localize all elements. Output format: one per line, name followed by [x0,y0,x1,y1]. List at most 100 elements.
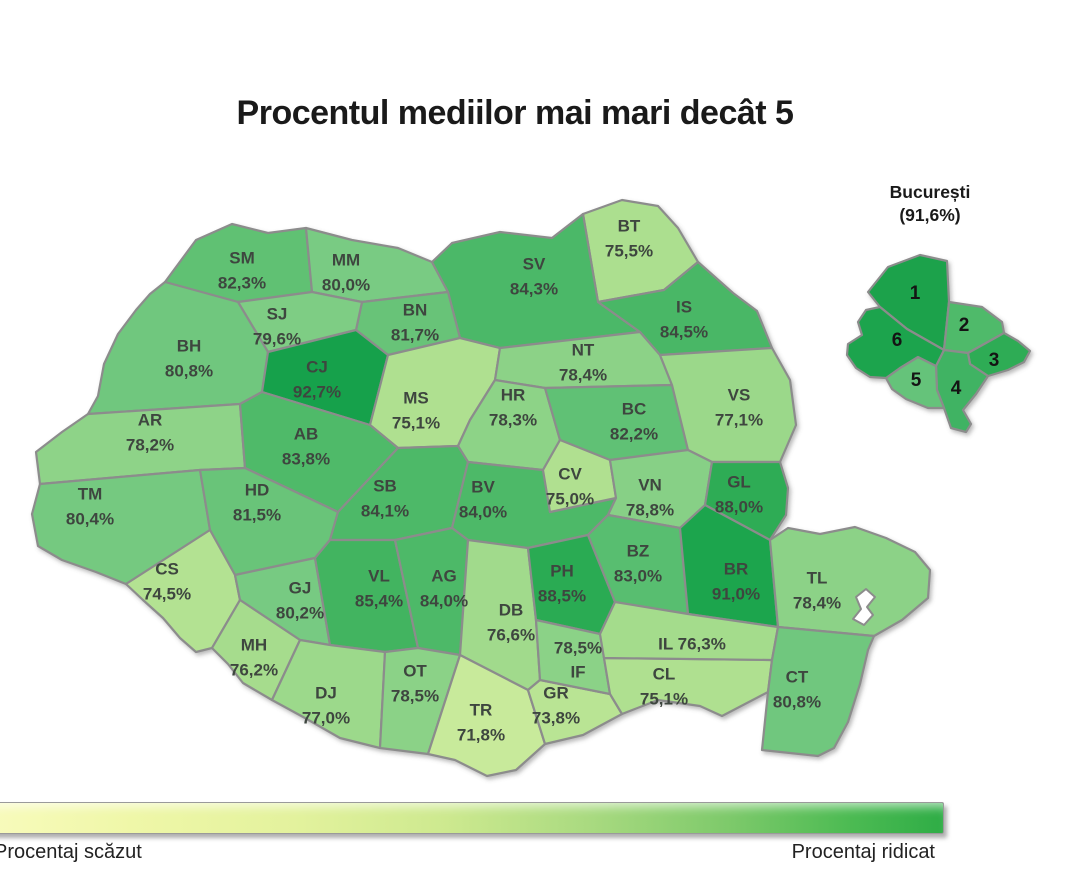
bucharest-sector-label-6: 6 [892,330,903,351]
county-label-GJ: GJ [289,578,312,597]
county-label-NT: NT [572,340,595,359]
legend-high-label: Procentaj ridicat [791,841,935,863]
legend-gradient-bar [0,802,944,834]
county-label-CS: CS [155,559,179,578]
county-CV [541,438,618,514]
bucharest-title: București (91,6%) [845,181,1015,227]
county-value-IS: 84,5% [660,322,708,341]
county-label-DB: DB [499,600,524,619]
danube-lake [852,588,876,626]
county-value-BR: 91,0% [712,584,760,603]
county-value-BN: 81,7% [391,325,439,344]
county-label-HD: HD [245,480,270,499]
county-value-CV: 75,0% [546,489,594,508]
county-TL [768,525,932,638]
county-value-BC: 82,2% [610,424,658,443]
county-value-TR: 71,8% [457,725,505,744]
bucharest-value: (91,6%) [899,205,961,225]
county-value-GL: 88,0% [715,497,763,516]
county-label-AR: AR [138,410,163,429]
county-label-IF: IF [570,662,585,681]
county-value-NT: 78,4% [559,365,607,384]
county-value-HD: 81,5% [233,505,281,524]
county-label-MS: MS [403,388,429,407]
county-value-TM: 80,4% [66,509,114,528]
county-value-MM: 80,0% [322,275,370,294]
county-label-VN: VN [638,475,662,494]
county-value-GR: 73,8% [532,708,580,727]
county-label-DJ: DJ [315,683,337,702]
county-label-TL: TL [807,568,828,587]
county-label-SM: SM [229,248,255,267]
bucharest-name: București [889,182,971,202]
county-label-VS: VS [728,385,751,404]
county-value-BT: 75,5% [605,241,653,260]
county-value-SJ: 79,6% [253,329,301,348]
county-label-TR: TR [470,700,493,719]
county-value-SV: 84,3% [510,279,558,298]
county-DJ [270,638,387,750]
county-value-TL: 78,4% [793,593,841,612]
county-label-BT: BT [618,216,641,235]
county-label-TM: TM [78,484,103,503]
county-label-HR: HR [501,385,526,404]
county-label-OT: OT [403,661,427,680]
bucharest-sector-label-4: 4 [951,378,962,399]
county-value-IF: 78,5% [554,638,602,657]
county-value-SM: 82,3% [218,273,266,292]
county-label-VL: VL [368,566,390,585]
county-label-GL: GL [727,472,751,491]
county-value-DB: 76,6% [487,625,535,644]
page-title: Procentul mediilor mai mari decât 5 [236,94,794,132]
county-label-SV: SV [523,254,546,273]
county-label-BH: BH [177,336,202,355]
county-value-MS: 75,1% [392,413,440,432]
bucharest-sector-label-2: 2 [959,315,970,336]
county-value-BV: 84,0% [459,502,507,521]
county-label-MH: MH [241,635,267,654]
county-label-SB: SB [373,476,397,495]
county-label-IS: IS [676,297,692,316]
county-label-CJ: CJ [306,357,328,376]
county-value-CJ: 92,7% [293,382,341,401]
bucharest-sector-label-1: 1 [910,283,921,304]
county-label-AB: AB [294,424,319,443]
county-label-CT: CT [786,667,809,686]
county-value-VS: 77,1% [715,410,763,429]
county-value-SB: 84,1% [361,501,409,520]
county-label-BC: BC [622,399,647,418]
county-CT [760,625,876,758]
county-value-BH: 80,8% [165,361,213,380]
county-label-BR: BR [724,559,749,578]
county-label-MM: MM [332,250,360,269]
county-value-GJ: 80,2% [276,603,324,622]
county-value-AB: 83,8% [282,449,330,468]
county-layer [30,198,932,778]
county-value-CS: 74,5% [143,584,191,603]
county-BH [86,280,270,416]
county-label-BZ: BZ [627,541,650,560]
bucharest-inset-layer [845,253,1032,434]
county-value-DJ: 77,0% [302,708,350,727]
county-label-GR: GR [543,683,569,702]
county-label-BV: BV [471,477,495,496]
county-label-CV: CV [558,464,582,483]
county-label-PH: PH [550,561,574,580]
county-value-MH: 76,2% [230,660,278,679]
county-value-PH: 88,5% [538,586,586,605]
county-value-CT: 80,8% [773,692,821,711]
bucharest-sector-label-3: 3 [989,350,1000,371]
county-value-BZ: 83,0% [614,566,662,585]
county-label-AG: AG [431,566,457,585]
bucharest-sector-6 [845,305,946,380]
county-label-CL: CL [653,664,676,683]
county-label-layer: SM 82,3% MM 80,0% BT 75,5% SV 84,3% IS 84,5% BN 81,… [66,216,841,744]
bucharest-sector-label-5: 5 [911,370,922,391]
county-value-CL: 75,1% [640,689,688,708]
county-value-VN: 78,8% [626,500,674,519]
county-label-IL: IL 76,3% [658,634,726,653]
legend-low-label: Procentaj scăzut [0,841,142,863]
county-value-AR: 78,2% [126,435,174,454]
